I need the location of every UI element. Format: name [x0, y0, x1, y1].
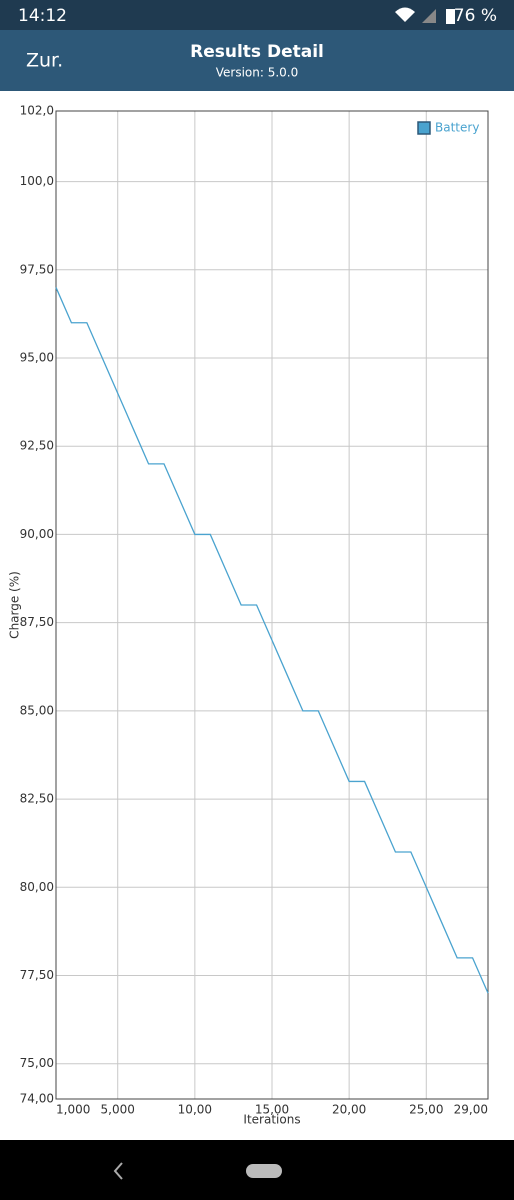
x-tick-label: 15,00	[255, 1103, 289, 1117]
battery-icon	[446, 9, 455, 24]
chart: 74,00 75,00 77,50 80,00 82,50 85,00 87,50 90,00…	[8, 104, 489, 1127]
y-tick-label: 82,50	[20, 792, 54, 806]
header-title: Results Detail	[190, 42, 324, 62]
y-tick-label: 74,00	[20, 1092, 54, 1106]
wifi-icon	[395, 7, 415, 22]
y-tick-label: 85,00	[20, 703, 54, 717]
x-tick-label: 20,00	[332, 1103, 366, 1117]
x-tick-label: 10,00	[178, 1103, 212, 1117]
y-axis-label: Charge (%)	[8, 571, 22, 639]
app-header	[0, 30, 514, 91]
signal-icon	[422, 9, 436, 23]
y-tick-label: 77,50	[20, 968, 54, 982]
x-tick-label: 25,00	[409, 1103, 443, 1117]
y-tick-label: 92,50	[20, 439, 54, 453]
header-subtitle: Version: 5.0.0	[216, 66, 299, 80]
y-tick-label: 90,00	[20, 527, 54, 541]
y-tick-label: 87,50	[20, 615, 54, 629]
legend-swatch	[417, 121, 431, 135]
x-axis-label: Iterations	[243, 1113, 300, 1127]
status-time: 14:12	[18, 6, 67, 26]
data-line	[55, 287, 489, 994]
status-bar	[0, 0, 514, 30]
y-tick-label: 100,0	[20, 174, 54, 188]
nav-home[interactable]	[246, 1164, 282, 1178]
x-tick-label: 1,000	[56, 1103, 90, 1117]
back-button[interactable]: Zur.	[26, 50, 63, 72]
y-tick-label: 97,50	[20, 262, 54, 276]
y-tick-label: 75,00	[20, 1056, 54, 1070]
nav-back[interactable]	[113, 1162, 123, 1180]
plot-frame	[55, 110, 489, 1100]
y-tick-label: 80,00	[20, 880, 54, 894]
y-tick-label: 95,00	[20, 351, 54, 365]
x-tick-label: 5,000	[101, 1103, 135, 1117]
legend-label: Battery	[435, 121, 479, 135]
status-battery: 76 %	[454, 6, 497, 26]
x-tick-label: 29,00	[454, 1103, 488, 1117]
y-tick-label: 102,0	[20, 104, 54, 118]
